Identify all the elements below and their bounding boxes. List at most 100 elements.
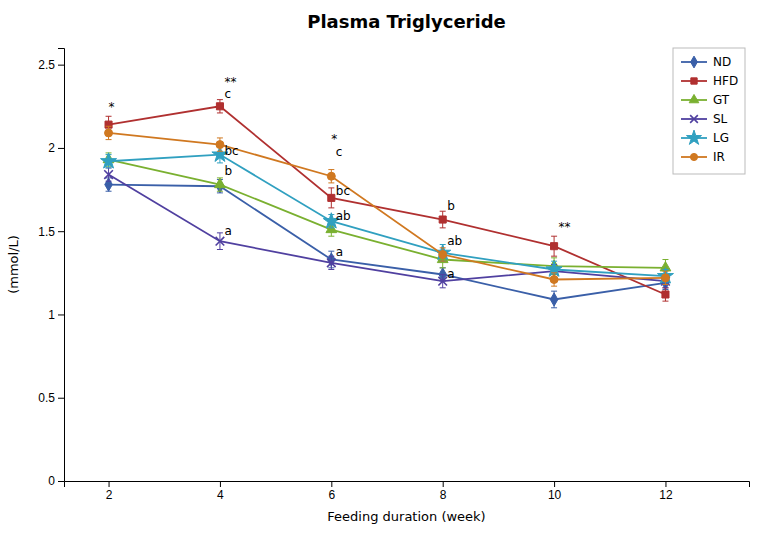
tick-label: 6: [328, 488, 335, 502]
marker: [105, 129, 113, 137]
annotation: ab: [447, 234, 462, 248]
tick: 2: [106, 481, 113, 502]
tick-mark: [220, 481, 221, 487]
error-bar: [551, 273, 557, 286]
error-bar: [551, 291, 557, 308]
legend-item: HFD: [681, 74, 738, 88]
tick-mark: [443, 481, 444, 487]
annotation: bc: [336, 184, 350, 198]
tick-label: 8: [440, 488, 447, 502]
annotations: ***cbcba*cbcabababa**: [109, 75, 571, 281]
tick-label: 10: [548, 488, 562, 502]
legend-label: IR: [713, 150, 725, 164]
marker: [327, 259, 336, 268]
tick: 4: [217, 481, 224, 502]
marker: [438, 277, 447, 286]
tick-mark: [58, 65, 64, 66]
y-axis-title: (mmol/L): [6, 235, 21, 294]
legend-marker: [690, 153, 697, 160]
legend-item: ND: [681, 55, 731, 69]
title: Plasma Triglyceride: [307, 11, 506, 32]
tick: 1: [48, 308, 64, 322]
marker: [327, 172, 335, 180]
annotation: *: [109, 100, 115, 114]
series: [105, 178, 670, 308]
tick-mark: [58, 398, 64, 399]
tick-label: 12: [659, 488, 673, 502]
annotation: bc: [224, 144, 238, 158]
annotation: c: [336, 145, 343, 159]
annotation: b: [224, 164, 232, 178]
error-bar: [662, 274, 668, 287]
series: [104, 168, 670, 288]
legend: NDHFDGTSLLGIR: [673, 48, 745, 174]
tick-label: 2: [48, 141, 55, 155]
tick-mark: [58, 231, 64, 232]
legend-label: ND: [713, 55, 731, 69]
annotation: a: [336, 245, 343, 259]
legend-marker: [691, 56, 698, 68]
tick: 2: [48, 141, 64, 155]
series-line: [109, 160, 666, 268]
tick-mark: [58, 481, 64, 482]
x-axis-title: Feeding duration (week): [327, 509, 485, 524]
legend-item: SL: [681, 112, 728, 126]
error-bar: [440, 211, 446, 228]
tick: 12: [659, 481, 673, 502]
legend-frame: [673, 48, 745, 174]
annotation: b: [447, 199, 455, 213]
chart: 2 4 6 8 10 12 0 0.5 1 1.5 2 2.5 Plasma Triglyceride F…: [0, 0, 769, 533]
error-bar: [217, 138, 223, 151]
legend-marker: [686, 130, 701, 144]
tick-mark: [665, 481, 666, 487]
annotation: *: [331, 132, 337, 146]
marker: [657, 268, 673, 283]
legend-marker: [691, 78, 697, 84]
marker: [661, 274, 669, 282]
plot-area: [101, 100, 674, 308]
marker: [216, 141, 224, 149]
error-bar: [551, 236, 557, 256]
marker: [439, 216, 446, 223]
annotation: a: [447, 267, 454, 281]
error-bar: [217, 100, 223, 113]
series-line: [109, 133, 666, 280]
x-axis-line: [65, 482, 750, 488]
marker: [439, 251, 447, 259]
tick-mark: [331, 481, 332, 487]
series: [105, 100, 669, 302]
series-line: [109, 175, 666, 282]
annotation: c: [224, 87, 231, 101]
error-bar: [328, 188, 334, 208]
marker: [216, 103, 223, 110]
tick-label: 0.5: [38, 391, 55, 405]
tick-label: 1: [48, 308, 55, 322]
legend-label: SL: [713, 112, 728, 126]
annotation: a: [224, 224, 231, 238]
marker: [551, 243, 558, 250]
tick-label: 2.5: [38, 58, 55, 72]
tick-mark: [58, 148, 64, 149]
legend-label: HFD: [713, 74, 738, 88]
tick-mark: [109, 481, 110, 487]
marker: [216, 237, 225, 246]
error-bar: [106, 126, 112, 139]
error-bar: [662, 288, 668, 301]
series-line: [109, 106, 666, 294]
tick: 10: [548, 481, 562, 502]
y-axis-line: [58, 49, 65, 482]
marker: [662, 291, 669, 298]
tick: 6: [328, 481, 335, 502]
y-axis: 0 0.5 1 1.5 2 2.5: [38, 49, 64, 489]
tick-label: 0: [48, 474, 55, 488]
tick: 8: [440, 481, 447, 502]
series: [105, 126, 670, 286]
tick-label: 1.5: [38, 225, 55, 239]
x-axis: 2 4 6 8 10 12: [65, 481, 750, 502]
annotation: **: [559, 220, 571, 234]
tick-label: 4: [217, 488, 224, 502]
legend-item: LG: [681, 130, 729, 145]
legend-label: LG: [713, 131, 729, 145]
legend-item: IR: [681, 150, 725, 164]
tick: 1.5: [38, 225, 64, 239]
